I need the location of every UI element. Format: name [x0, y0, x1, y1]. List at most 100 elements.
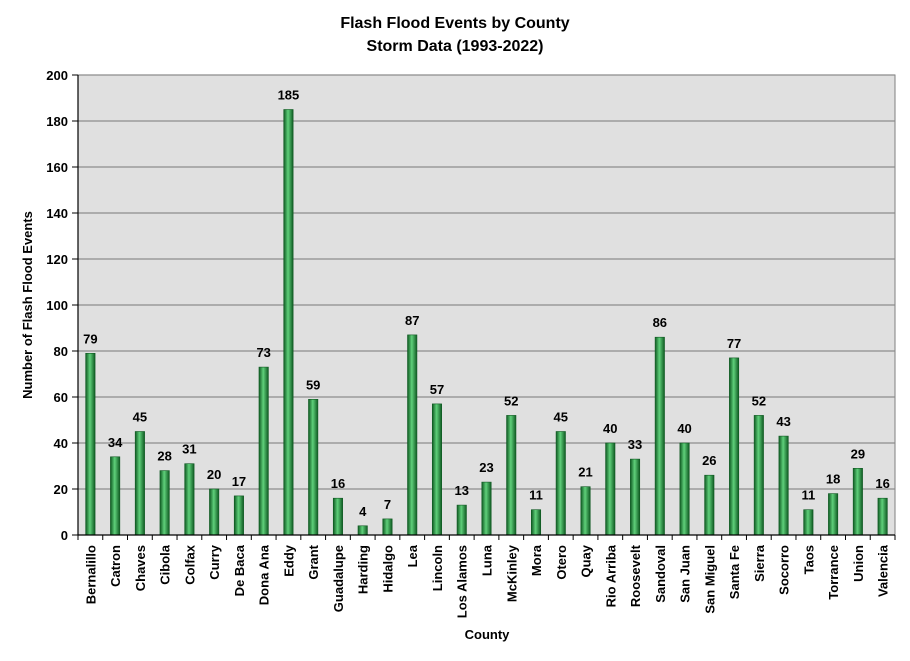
- x-tick-label: McKinley: [504, 544, 519, 602]
- y-axis-label: Number of Flash Flood Events: [20, 211, 35, 399]
- data-label: 23: [479, 460, 493, 475]
- x-tick-label: Bernalillo: [83, 545, 98, 604]
- data-label: 77: [727, 336, 741, 351]
- x-tick-label: Union: [851, 545, 866, 582]
- data-label: 40: [603, 421, 617, 436]
- bar: [308, 398, 319, 536]
- data-label: 52: [504, 393, 518, 408]
- x-tick-label: Curry: [207, 544, 222, 579]
- data-label: 16: [875, 476, 889, 491]
- data-label: 57: [430, 382, 444, 397]
- y-tick-label: 160: [46, 160, 68, 175]
- x-tick-label: Harding: [356, 545, 371, 594]
- bar: [407, 334, 418, 536]
- x-tick-label: Sandoval: [653, 545, 668, 603]
- x-tick-label: Sierra: [752, 544, 767, 582]
- data-label: 31: [182, 442, 196, 457]
- y-tick-label: 0: [61, 528, 68, 543]
- x-tick-label: Los Alamos: [455, 545, 470, 618]
- x-tick-label: Luna: [480, 544, 495, 576]
- chart-title: Flash Flood Events by County: [340, 15, 569, 32]
- data-label: 28: [157, 449, 171, 464]
- data-label: 79: [83, 331, 97, 346]
- data-label: 45: [554, 410, 568, 425]
- data-label: 34: [108, 435, 123, 450]
- bar: [852, 467, 863, 536]
- data-label: 11: [801, 488, 815, 503]
- bar: [283, 109, 294, 536]
- bar: [679, 442, 690, 536]
- data-label: 33: [628, 437, 642, 452]
- bar: [828, 493, 839, 536]
- data-label: 18: [826, 472, 840, 487]
- bar: [184, 463, 195, 536]
- data-label: 87: [405, 313, 419, 328]
- bar: [605, 442, 616, 536]
- bar: [654, 336, 665, 536]
- data-label: 185: [278, 88, 300, 103]
- data-labels: 79 34 45 28 31 20 17 73 185 59 16 4 7 87 57 13 23 52 11 45 2…: [83, 88, 890, 519]
- bar: [233, 495, 244, 536]
- y-tick-label: 100: [46, 298, 68, 313]
- x-tick-label: Colfax: [182, 544, 197, 585]
- data-label: 43: [776, 414, 790, 429]
- bar: [110, 456, 121, 536]
- x-tick-label: Roosevelt: [628, 544, 643, 607]
- bar: [357, 525, 368, 536]
- bar: [382, 518, 393, 536]
- data-label: 16: [331, 476, 345, 491]
- x-tick-label: Dona Ana: [257, 544, 272, 605]
- data-label: 26: [702, 453, 716, 468]
- bars: [85, 109, 888, 536]
- bar: [778, 435, 789, 536]
- x-tick-label: Eddy: [281, 544, 296, 577]
- data-label: 40: [677, 421, 691, 436]
- x-tick-label: Rio Arriba: [603, 544, 618, 607]
- x-tick-label: Hidalgo: [380, 545, 395, 593]
- bar: [506, 415, 517, 536]
- x-tick-label: Guadalupe: [331, 545, 346, 612]
- x-tick-label: San Juan: [678, 545, 693, 603]
- x-tick-label: Otero: [554, 545, 569, 580]
- x-tick-label: Quay: [579, 544, 594, 577]
- x-tick-label: Mora: [529, 544, 544, 576]
- y-tick-label: 40: [54, 436, 68, 451]
- bar: [159, 470, 170, 536]
- data-label: 52: [752, 393, 766, 408]
- data-label: 59: [306, 377, 320, 392]
- y-tick-label: 140: [46, 206, 68, 221]
- bar: [332, 497, 343, 536]
- x-tick-label: Lincoln: [430, 545, 445, 591]
- x-tick-label: Grant: [306, 544, 321, 579]
- x-tick-label: Taos: [801, 545, 816, 574]
- bar: [729, 357, 740, 536]
- bar: [630, 458, 641, 536]
- data-label: 21: [578, 465, 592, 480]
- data-label: 29: [851, 446, 865, 461]
- chart-subtitle: Storm Data (1993-2022): [367, 38, 544, 55]
- bar: [877, 497, 888, 536]
- bar: [481, 481, 492, 536]
- data-label: 13: [455, 483, 469, 498]
- bar: [456, 504, 467, 536]
- bar: [580, 486, 591, 536]
- data-label: 17: [232, 474, 246, 489]
- x-tick-label: De Baca: [232, 544, 247, 596]
- x-tick-label: Chaves: [133, 545, 148, 591]
- data-label: 45: [133, 410, 147, 425]
- bar: [134, 431, 145, 536]
- y-tick-label: 20: [54, 482, 68, 497]
- bar: [531, 509, 542, 536]
- y-tick-label: 60: [54, 390, 68, 405]
- bar: [753, 415, 764, 536]
- x-tick-label: Catron: [108, 545, 123, 587]
- x-axis-ticks: Bernalillo Catron Chaves Cibola Colfax Curry D…: [77, 535, 896, 618]
- x-tick-label: Cibola: [158, 544, 173, 584]
- y-tick-label: 180: [46, 114, 68, 129]
- x-tick-label: Lea: [405, 544, 420, 567]
- data-label: 73: [256, 345, 270, 360]
- y-tick-label: 120: [46, 252, 68, 267]
- x-tick-label: Santa Fe: [727, 545, 742, 599]
- data-label: 20: [207, 467, 221, 482]
- x-tick-label: Valencia: [876, 544, 891, 597]
